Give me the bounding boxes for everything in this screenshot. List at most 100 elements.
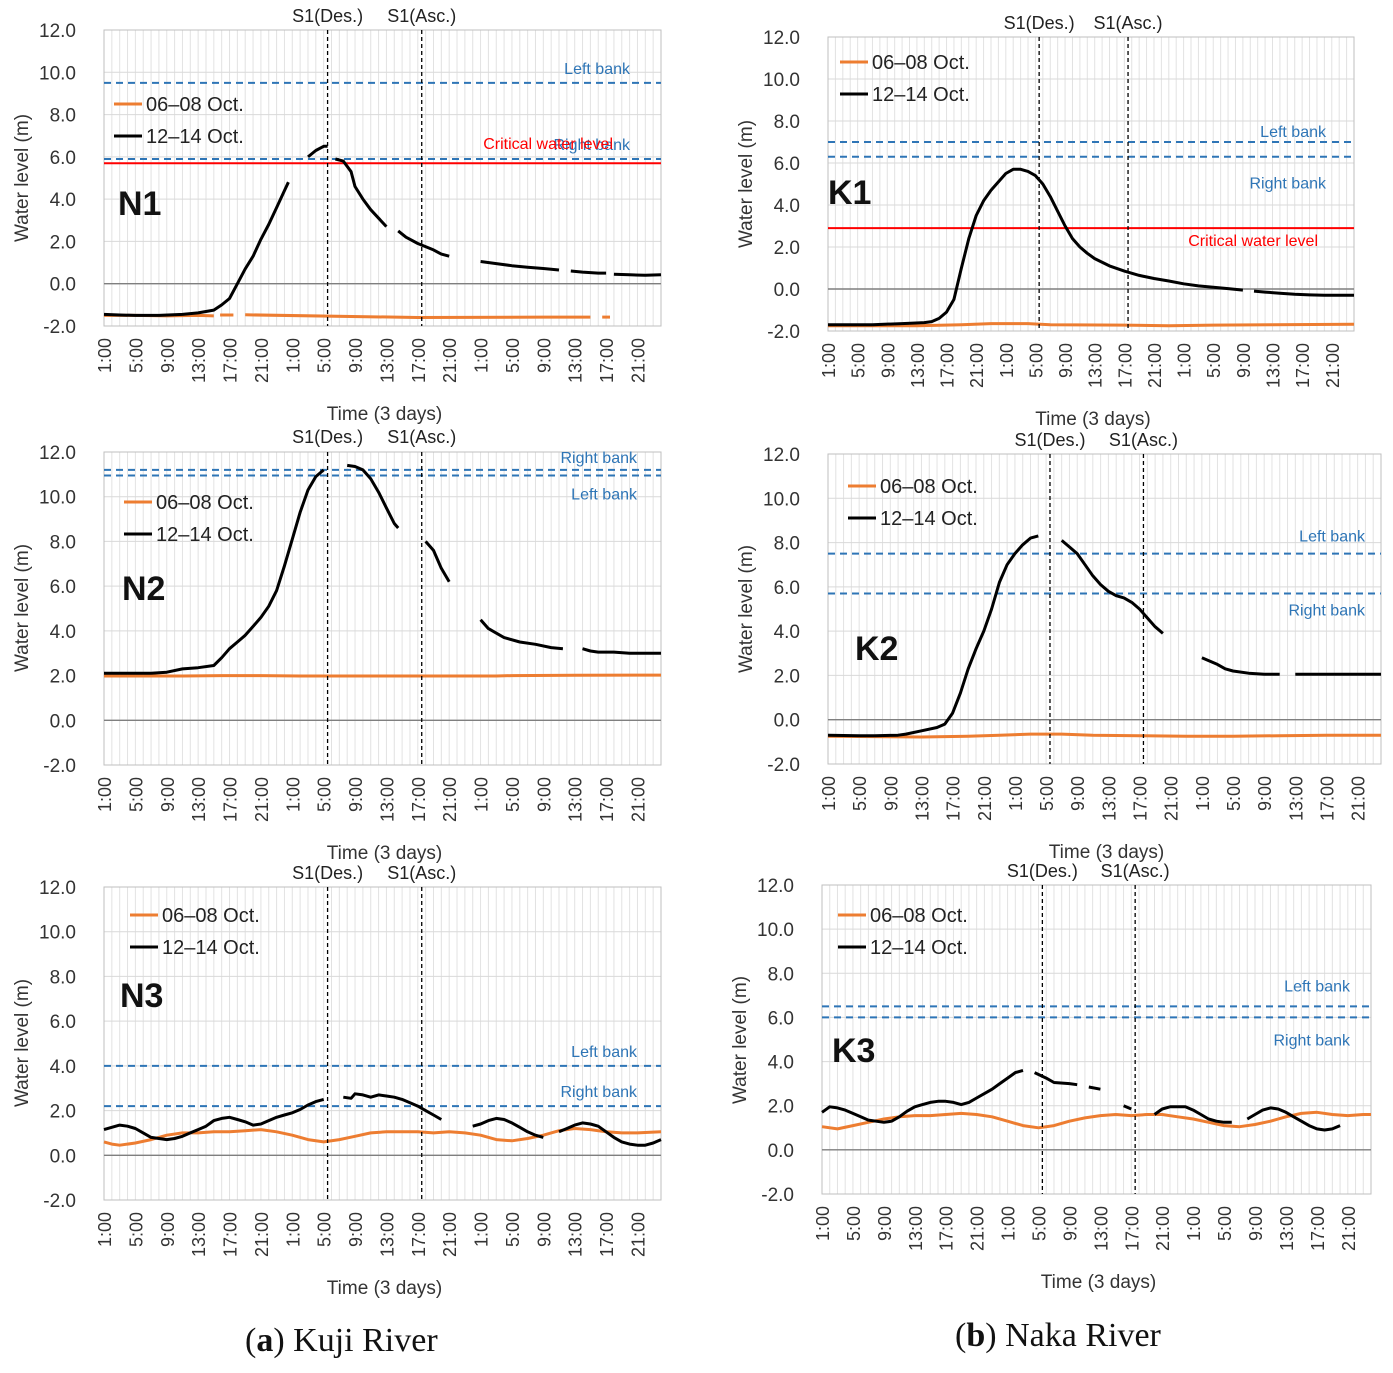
n3-legend-label-1: 06–08 Oct.: [162, 905, 260, 927]
n2-y-tick-label: 6.0: [50, 577, 76, 598]
caption-right-letter: b: [966, 1317, 986, 1354]
k2-legend-label-2: 12–14 Oct.: [880, 508, 978, 530]
n3-s1-asc-label: S1(Asc.): [387, 863, 456, 883]
k2-x-tick-label: 21:00: [1162, 776, 1182, 821]
n2-x-tick-label: 9:00: [534, 777, 554, 812]
n3-x-tick-label: 17:00: [409, 1212, 429, 1257]
n2-y-tick-label: 4.0: [50, 622, 76, 643]
k3-x-tick-label: 1:00: [1184, 1206, 1204, 1241]
n2-x-tick-label: 9:00: [346, 777, 366, 812]
n1-critical-label: Critical water level: [483, 136, 613, 153]
n2-x-tick-label: 13:00: [377, 777, 397, 822]
n2-series-2-line: [479, 618, 564, 651]
k2-bank-label: Left bank: [1299, 529, 1366, 546]
k3-s1-asc-label: S1(Asc.): [1101, 861, 1170, 881]
n3-x-tick-label: 17:00: [597, 1212, 617, 1257]
n1-series-2-line: [335, 157, 388, 228]
n3-x-tick-label: 21:00: [440, 1212, 460, 1257]
n2-series-2-line: [424, 540, 451, 583]
k2-y-axis-label: Water level (m): [736, 545, 757, 673]
k2-y-tick-label: 8.0: [774, 534, 800, 555]
k1-x-tick-label: 17:00: [938, 343, 958, 388]
n1-station-label: N1: [118, 185, 161, 223]
k2-x-tick-label: 13:00: [912, 776, 932, 821]
n2-y-tick-label: -2.0: [43, 756, 76, 777]
caption-left-letter: a: [256, 1322, 274, 1359]
n2-series-1-line: [104, 673, 662, 678]
k1-y-tick-label: 4.0: [774, 196, 800, 217]
k2-station-label: K2: [855, 630, 898, 668]
n2-x-tick-label: 5:00: [503, 777, 523, 812]
k1-y-axis-label: Water level (m): [736, 120, 757, 248]
k1-x-tick-label: 21:00: [967, 343, 987, 388]
k1-x-tick-label: 9:00: [878, 343, 898, 378]
n3-y-axis-label: Water level (m): [12, 979, 33, 1107]
n2-x-tick-label: 1:00: [472, 777, 492, 812]
k3-x-tick-label: 9:00: [1060, 1206, 1080, 1241]
k2-y-tick-label: 12.0: [763, 445, 800, 466]
k1-critical-label: Critical water level: [1188, 233, 1318, 250]
k2-x-tick-label: 5:00: [850, 776, 870, 811]
k3-legend-label-1: 06–08 Oct.: [870, 905, 968, 927]
n3-x-tick-label: 1:00: [472, 1212, 492, 1247]
k1-x-tick-label: 9:00: [1234, 343, 1254, 378]
k2-x-tick-label: 17:00: [1131, 776, 1151, 821]
n3-x-tick-label: 9:00: [158, 1212, 178, 1247]
k2-y-tick-label: 10.0: [763, 489, 800, 510]
n1-y-tick-label: 0.0: [50, 275, 76, 296]
k3-series-2-line: [821, 1068, 1024, 1124]
n1-y-tick-label: 2.0: [50, 232, 76, 253]
k1-plot-border: [827, 36, 1355, 332]
n1-legend-label-2: 12–14 Oct.: [146, 126, 244, 148]
k1-y-tick-label: -2.0: [767, 322, 800, 343]
n2-bank-label: Left bank: [571, 486, 638, 503]
k1-station-label: K1: [828, 174, 871, 212]
n3-y-tick-label: 6.0: [50, 1012, 76, 1033]
n1-series-1-line: [245, 313, 591, 319]
n2-station-label: N2: [122, 570, 165, 608]
k1-legend-label-2: 12–14 Oct.: [872, 84, 970, 106]
n3-x-tick-label: 5:00: [126, 1212, 146, 1247]
n3-legend-label-2: 12–14 Oct.: [162, 937, 260, 959]
k1-legend-label-1: 06–08 Oct.: [872, 52, 970, 74]
n1-s1-des-label: S1(Des.): [292, 6, 363, 26]
n1-y-tick-label: 4.0: [50, 190, 76, 211]
k3-y-tick-label: 12.0: [757, 876, 794, 897]
k3-x-tick-label: 13:00: [1277, 1206, 1297, 1251]
k3-y-tick-label: 4.0: [768, 1053, 794, 1074]
caption-left-text: Kuji River: [293, 1322, 438, 1359]
n2-y-tick-label: 10.0: [39, 488, 76, 509]
n3-y-tick-label: 8.0: [50, 967, 76, 988]
k1-series-2-line: [828, 167, 1244, 327]
k2-x-tick-label: 5:00: [1224, 776, 1244, 811]
k3-x-tick-label: 9:00: [1246, 1206, 1266, 1241]
k1-y-tick-label: 8.0: [774, 112, 800, 133]
k1-x-tick-label: 1:00: [1175, 343, 1195, 378]
k1-s1-des-label: S1(Des.): [1004, 13, 1075, 33]
k3-series-1-line: [821, 1110, 1371, 1131]
n2-series-2-line: [104, 468, 325, 675]
n2-x-tick-label: 13:00: [566, 777, 586, 822]
k3-x-tick-label: 17:00: [1308, 1206, 1328, 1251]
k1-x-tick-label: 17:00: [1293, 343, 1313, 388]
n1-y-tick-label: -2.0: [43, 317, 76, 338]
n3-x-tick-label: 9:00: [346, 1212, 366, 1247]
k3-series-2-line: [1153, 1105, 1232, 1124]
k3-y-tick-label: 2.0: [768, 1097, 794, 1118]
k1-series-2-line: [1253, 289, 1354, 297]
k3-bank-label: Left bank: [1284, 978, 1351, 995]
k2-y-tick-label: 2.0: [774, 666, 800, 687]
n3-x-tick-label: 13:00: [566, 1212, 586, 1257]
k3-y-axis-label: Water level (m): [730, 976, 751, 1104]
k1-x-tick-label: 5:00: [1204, 343, 1224, 378]
n3-series-2-line: [472, 1116, 544, 1139]
n1-x-tick-label: 9:00: [346, 338, 366, 373]
n3-y-tick-label: 12.0: [39, 878, 76, 899]
n3-x-tick-label: 13:00: [189, 1212, 209, 1257]
n2-legend-label-1: 06–08 Oct.: [156, 492, 254, 514]
k3-x-tick-label: 13:00: [1091, 1206, 1111, 1251]
k1-bank-label: Right bank: [1250, 176, 1327, 193]
k3-x-tick-label: 21:00: [1153, 1206, 1173, 1251]
k3-y-tick-label: -2.0: [761, 1185, 794, 1206]
